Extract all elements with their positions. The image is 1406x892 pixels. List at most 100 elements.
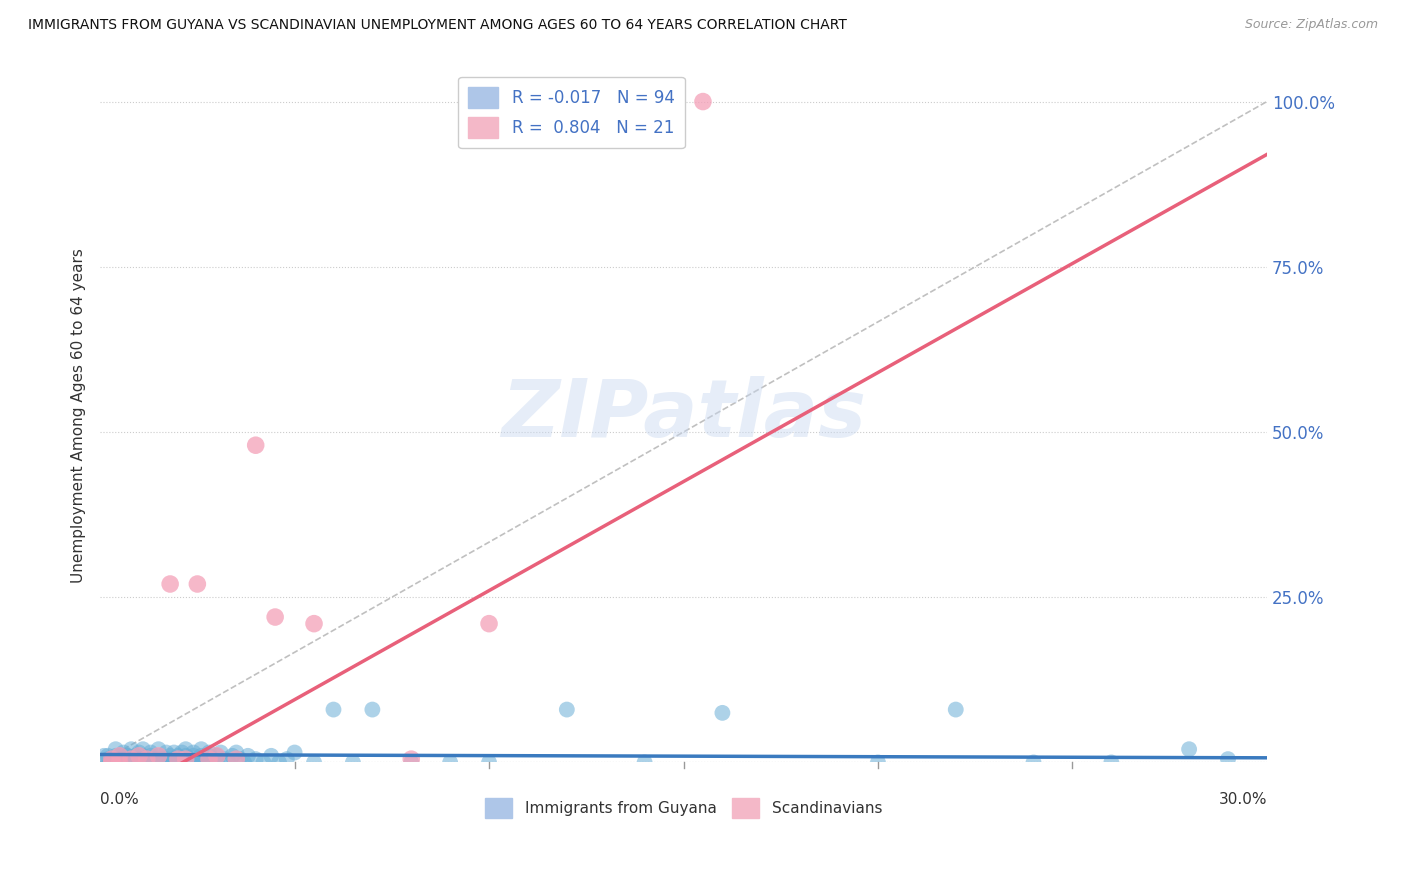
Point	[267, 756, 290, 770]
Point	[139, 746, 162, 760]
Point	[117, 748, 139, 763]
Point	[209, 746, 232, 760]
Y-axis label: Unemployment Among Ages 60 to 64 years: Unemployment Among Ages 60 to 64 years	[72, 248, 86, 582]
Point	[150, 752, 173, 766]
Text: 30.0%: 30.0%	[1219, 792, 1267, 807]
Point	[205, 748, 228, 763]
Point	[128, 752, 150, 766]
Point	[205, 756, 228, 770]
Point	[245, 752, 267, 766]
Point	[866, 756, 889, 770]
Point	[198, 746, 221, 760]
Point	[174, 752, 197, 766]
Point	[284, 746, 307, 760]
Point	[128, 746, 150, 760]
Point	[139, 748, 162, 763]
Text: IMMIGRANTS FROM GUYANA VS SCANDINAVIAN UNEMPLOYMENT AMONG AGES 60 TO 64 YEARS CO: IMMIGRANTS FROM GUYANA VS SCANDINAVIAN U…	[28, 18, 846, 32]
Point	[194, 756, 217, 770]
Point	[120, 752, 142, 766]
Point	[198, 752, 221, 766]
Point	[692, 95, 714, 109]
Point	[159, 756, 181, 770]
Point	[302, 616, 325, 631]
Point	[214, 752, 236, 766]
Point	[120, 742, 142, 756]
Point	[186, 577, 208, 591]
Point	[135, 752, 157, 766]
Point	[148, 748, 170, 763]
Point	[108, 748, 131, 763]
Point	[101, 756, 124, 770]
Point	[155, 752, 177, 766]
Point	[163, 746, 186, 760]
Point	[148, 748, 170, 763]
Point	[194, 752, 217, 766]
Point	[264, 610, 287, 624]
Point	[124, 756, 146, 770]
Point	[159, 577, 181, 591]
Point	[148, 742, 170, 756]
Point	[101, 756, 124, 770]
Point	[302, 756, 325, 770]
Point	[342, 756, 364, 770]
Point	[179, 752, 201, 766]
Point	[225, 752, 247, 766]
Point	[190, 742, 212, 756]
Point	[198, 748, 221, 763]
Point	[150, 756, 173, 770]
Point	[97, 752, 120, 766]
Point	[233, 756, 256, 770]
Point	[124, 752, 146, 766]
Point	[128, 756, 150, 770]
Point	[167, 756, 190, 770]
Point	[945, 702, 967, 716]
Point	[190, 748, 212, 763]
Point	[132, 748, 155, 763]
Text: Source: ZipAtlas.com: Source: ZipAtlas.com	[1244, 18, 1378, 31]
Point	[183, 746, 205, 760]
Text: ZIPatlas: ZIPatlas	[501, 376, 866, 455]
Point	[555, 702, 578, 716]
Point	[1178, 742, 1201, 756]
Point	[112, 752, 135, 766]
Point	[276, 752, 298, 766]
Point	[174, 748, 197, 763]
Point	[236, 748, 259, 763]
Point	[104, 742, 127, 756]
Legend: Immigrants from Guyana, Scandinavians: Immigrants from Guyana, Scandinavians	[479, 792, 889, 824]
Point	[117, 756, 139, 770]
Point	[711, 706, 734, 720]
Point	[252, 756, 274, 770]
Point	[186, 756, 208, 770]
Point	[97, 748, 120, 763]
Point	[124, 748, 146, 763]
Point	[101, 752, 124, 766]
Point	[186, 752, 208, 766]
Point	[221, 748, 243, 763]
Point	[183, 748, 205, 763]
Point	[143, 756, 166, 770]
Point	[201, 752, 224, 766]
Point	[245, 438, 267, 452]
Point	[143, 752, 166, 766]
Point	[1216, 752, 1239, 766]
Point	[401, 752, 423, 766]
Point	[167, 748, 190, 763]
Point	[170, 746, 193, 760]
Point	[260, 748, 283, 763]
Point	[93, 748, 115, 763]
Point	[439, 756, 461, 770]
Point	[401, 756, 423, 770]
Point	[132, 742, 155, 756]
Point	[159, 748, 181, 763]
Point	[478, 616, 501, 631]
Point	[120, 752, 142, 766]
Point	[217, 756, 239, 770]
Point	[128, 748, 150, 763]
Point	[101, 752, 124, 766]
Point	[361, 702, 384, 716]
Point	[155, 746, 177, 760]
Point	[104, 748, 127, 763]
Text: 0.0%: 0.0%	[100, 792, 139, 807]
Point	[179, 756, 201, 770]
